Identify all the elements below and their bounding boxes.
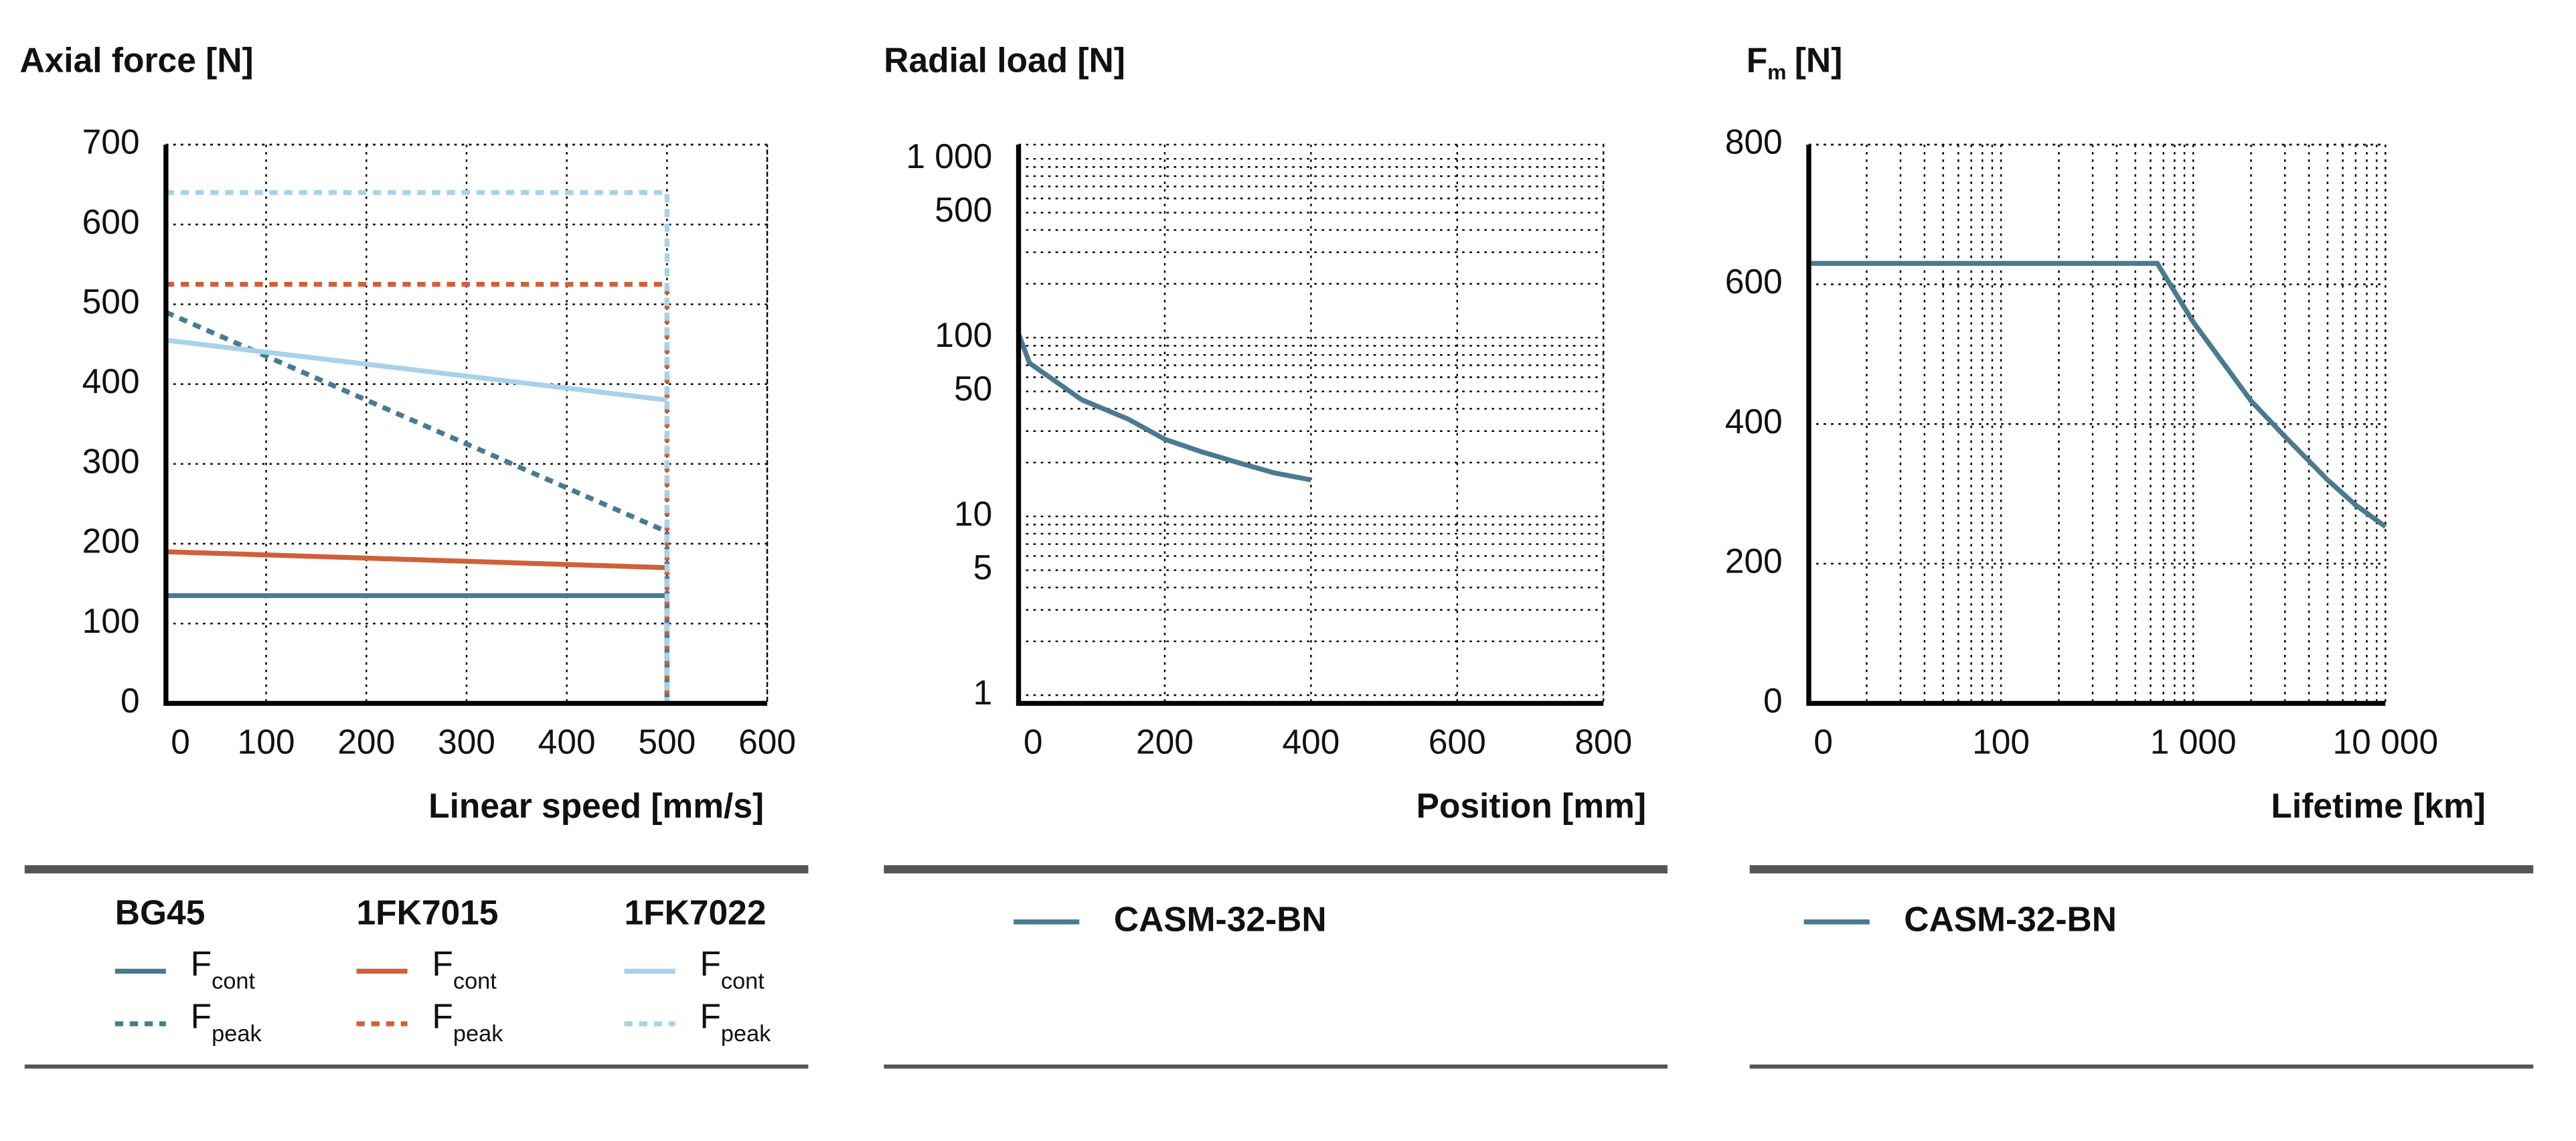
legend-name: F (191, 944, 212, 983)
legend-label: Fcont (191, 944, 256, 994)
legend-group-title: 1FK7015 (357, 893, 499, 932)
legend-subscript: peak (453, 1021, 503, 1047)
x-tick-label: 800 (1575, 722, 1632, 761)
x-axis-label: Lifetime [km] (2271, 786, 2486, 825)
y-tick-label: 50 (954, 369, 992, 408)
series-line (165, 593, 670, 704)
series-line (1016, 333, 1312, 483)
y-tick-label: 500 (935, 190, 992, 229)
y-tick-label: 1 000 (906, 137, 992, 175)
legend-subscript: cont (212, 969, 255, 994)
x-tick-label: 500 (638, 722, 696, 761)
x-tick-label: 0 (171, 722, 190, 761)
legend-name: F (700, 996, 720, 1035)
y-tick-label: 1 (973, 673, 993, 712)
legend-subscript: peak (212, 1021, 262, 1047)
x-tick-label: 1 000 (2150, 722, 2237, 761)
title-subscript: m (1767, 60, 1786, 84)
title-text: Axial force [N] (19, 40, 253, 79)
x-tick-label: 300 (438, 722, 495, 761)
title-text: Radial load [N] (884, 40, 1125, 79)
x-tick-label: 0 (1024, 722, 1043, 761)
y-tick-label: 600 (1725, 262, 1783, 301)
legend-name: F (432, 996, 453, 1035)
legend-label: CASM-32-BN (1904, 899, 2117, 938)
chart-title: Fm [N] (1747, 40, 1843, 84)
x-tick-label: 600 (1429, 722, 1486, 761)
series-line (165, 281, 670, 704)
y-tick-label: 200 (82, 522, 140, 560)
y-tick-label: 400 (1725, 402, 1783, 441)
legend-group-title: 1FK7022 (625, 893, 767, 932)
x-tick-label: 200 (1136, 722, 1194, 761)
legend-label: Fpeak (700, 996, 771, 1047)
title-text: F (1747, 40, 1767, 79)
title-suffix: [N] (1795, 40, 1843, 79)
x-tick-label: 400 (1282, 722, 1340, 761)
x-tick-label: 0 (1814, 722, 1833, 761)
series-line (165, 309, 670, 704)
legend-subscript: cont (453, 969, 497, 994)
y-tick-label: 5 (973, 548, 993, 587)
series-line (1808, 260, 2387, 529)
legend-label: CASM-32-BN (1114, 899, 1327, 938)
legend-group-title: BG45 (115, 893, 206, 932)
y-tick-label: 10 (954, 494, 992, 533)
chart-title: Axial force [N] (19, 40, 253, 79)
legend-name: F (191, 996, 212, 1035)
x-tick-label: 100 (238, 722, 295, 761)
legend-label: Fcont (432, 944, 497, 994)
legend-label: Fpeak (432, 996, 503, 1047)
y-tick-label: 100 (935, 315, 992, 354)
x-tick-label: 100 (1972, 722, 2030, 761)
y-tick-label: 600 (82, 202, 140, 241)
y-tick-label: 300 (82, 441, 140, 480)
legend-name: F (432, 944, 453, 983)
x-axis-label: Position [mm] (1417, 786, 1646, 825)
legend-subscript: cont (721, 969, 764, 994)
x-tick-label: 200 (337, 722, 395, 761)
legend-subscript: peak (721, 1021, 771, 1047)
legend-name: F (700, 944, 720, 983)
legend-label: Fcont (700, 944, 764, 994)
legend-label: Fpeak (191, 996, 262, 1047)
x-tick-label: 10 000 (2333, 722, 2439, 761)
y-tick-label: 200 (1725, 541, 1783, 580)
y-tick-label: 500 (82, 282, 140, 321)
y-tick-label: 700 (82, 123, 140, 161)
x-tick-label: 600 (738, 722, 796, 761)
x-axis-label: Linear speed [mm/s] (428, 786, 764, 825)
series-line (165, 189, 670, 704)
y-tick-label: 0 (1763, 681, 1783, 720)
y-tick-label: 800 (1725, 123, 1783, 161)
x-tick-label: 400 (538, 722, 596, 761)
chart-title: Radial load [N] (884, 40, 1125, 79)
y-tick-label: 400 (82, 362, 140, 400)
y-tick-label: 0 (120, 681, 140, 720)
series-line (165, 549, 667, 570)
series-line (165, 337, 667, 403)
y-tick-label: 100 (82, 601, 140, 640)
